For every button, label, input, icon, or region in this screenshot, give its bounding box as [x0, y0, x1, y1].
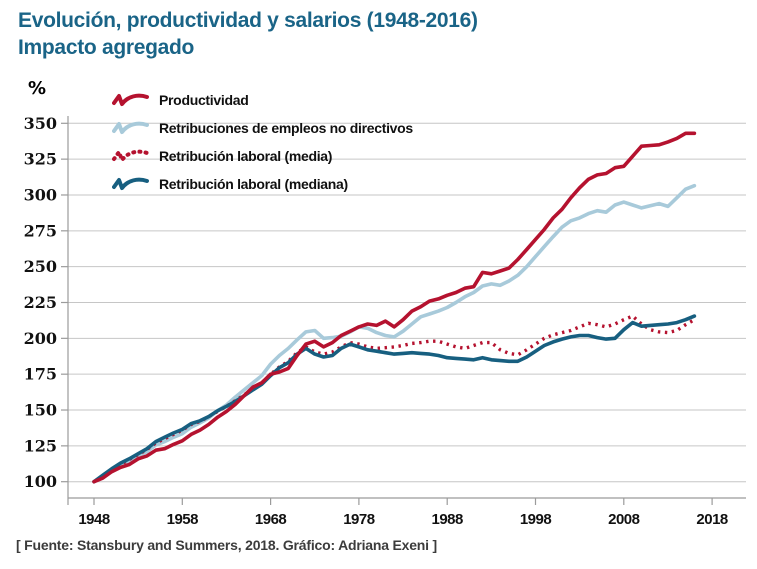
y-tick-label: 150 — [24, 401, 57, 420]
series-line-1 — [92, 183, 697, 484]
legend-line-laboral-mediana-icon — [112, 177, 149, 190]
legend-line-no-directivos-icon — [112, 121, 149, 134]
x-tick-label: 1958 — [167, 511, 199, 528]
legend-label-productividad: Productividad — [159, 92, 249, 108]
y-tick-label: 225 — [24, 293, 57, 312]
x-tick-label: 1988 — [432, 511, 464, 528]
series-line-3 — [92, 314, 697, 484]
legend-line-laboral-media-icon — [112, 149, 149, 162]
legend-line-productividad-icon — [112, 93, 149, 106]
source-credit: [ Fuente: Stansbury and Summers, 2018. G… — [16, 537, 437, 553]
x-tick-label: 1968 — [255, 511, 287, 528]
legend-label-no-directivos: Retribuciones de empleos no directivos — [159, 120, 413, 136]
legend-label-laboral-mediana: Retribución laboral (mediana) — [159, 176, 348, 192]
chart-title-line1: Evolución, productividad y salarios (194… — [18, 9, 478, 32]
y-tick-label: 175 — [24, 365, 57, 384]
y-tick-label: 125 — [24, 436, 57, 455]
y-tick-label: 275 — [24, 221, 57, 240]
legend-item-productividad: Productividad — [112, 86, 413, 114]
x-tick-label: 1978 — [343, 511, 375, 528]
legend-item-laboral-media: Retribución laboral (media) — [112, 142, 413, 170]
x-tick-label: 2008 — [608, 511, 640, 528]
x-tick-label: 2018 — [696, 511, 728, 528]
chart-title: Evolución, productividad y salarios (194… — [18, 8, 478, 62]
y-tick-label: 325 — [24, 150, 57, 169]
legend-item-no-directivos: Retribuciones de empleos no directivos — [112, 114, 413, 142]
y-tick-label: 200 — [24, 329, 57, 348]
x-tick-label: 1948 — [78, 511, 110, 528]
series-line-2 — [93, 314, 696, 484]
x-tick-label: 1998 — [520, 511, 552, 528]
y-tick-label: 100 — [24, 472, 57, 491]
series-line-0 — [92, 131, 697, 484]
y-tick-label: 300 — [24, 185, 57, 204]
legend-label-laboral-media: Retribución laboral (media) — [159, 148, 333, 164]
legend: Productividad Retribuciones de empleos n… — [112, 86, 413, 198]
y-tick-label: 250 — [24, 257, 57, 276]
legend-item-laboral-mediana: Retribución laboral (mediana) — [112, 170, 413, 198]
y-axis-unit-label: % — [28, 78, 47, 99]
chart-title-line2: Impacto agregado — [18, 35, 195, 59]
y-tick-label: 350 — [24, 114, 57, 133]
